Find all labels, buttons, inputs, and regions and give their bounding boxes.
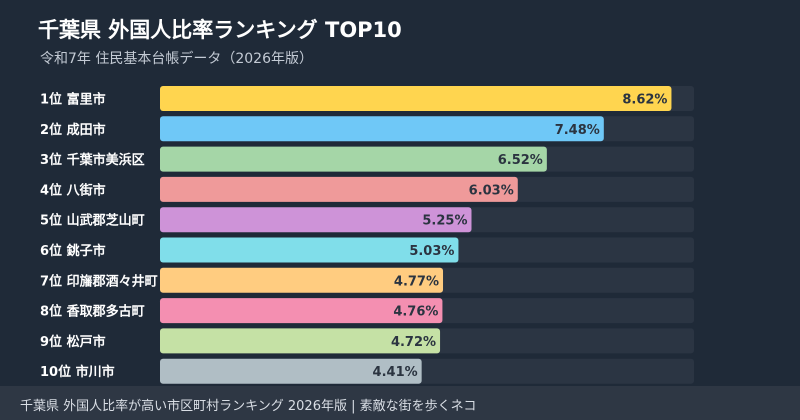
category-label: 3位 千葉市美浜区	[40, 152, 145, 168]
category-label: 9位 松戸市	[40, 334, 106, 350]
bar	[160, 116, 604, 142]
value-label: 5.25%	[422, 214, 467, 229]
value-label: 7.48%	[555, 123, 600, 138]
chart-subtitle: 令和7年 住民基本台帳データ（2026年版）	[40, 51, 313, 67]
bar	[160, 358, 422, 384]
value-label: 4.77%	[394, 274, 439, 289]
footer-bar: 千葉県 外国人比率が高い市区町村ランキング 2026年版 | 素敵な街を歩くネコ	[0, 386, 800, 420]
value-label: 5.03%	[409, 244, 454, 259]
category-label: 10位 市川市	[40, 364, 115, 380]
bar-chart: 1位 富里市 8.62% 2位 成田市 7.48% 3位 千葉市美浜区 6.52% 4位 八…	[40, 86, 694, 384]
category-label: 8位 香取郡多古町	[40, 304, 145, 320]
value-label: 4.76%	[393, 305, 438, 320]
bar	[160, 207, 472, 233]
bar	[160, 267, 444, 293]
category-label: 5位 山武郡芝山町	[40, 213, 145, 229]
category-label: 4位 八街市	[40, 182, 106, 198]
bar	[160, 237, 459, 263]
value-label: 4.41%	[373, 365, 418, 380]
bar	[160, 298, 443, 324]
value-label: 8.62%	[622, 93, 667, 108]
category-label: 6位 銚子市	[40, 243, 106, 259]
chart-title: 千葉県 外国人比率ランキング TOP10	[38, 18, 402, 42]
value-label: 4.72%	[391, 335, 436, 350]
value-label: 6.52%	[498, 153, 543, 168]
footer-text: 千葉県 外国人比率が高い市区町村ランキング 2026年版 | 素敵な街を歩くネコ	[20, 399, 477, 414]
category-label: 2位 成田市	[40, 122, 106, 138]
bar	[160, 176, 518, 202]
bar	[160, 328, 441, 354]
bar	[160, 146, 547, 172]
value-label: 6.03%	[469, 183, 514, 198]
bar	[160, 86, 672, 111]
category-label: 7位 印旛郡酒々井町	[40, 273, 158, 289]
category-label: 1位 富里市	[40, 92, 106, 108]
